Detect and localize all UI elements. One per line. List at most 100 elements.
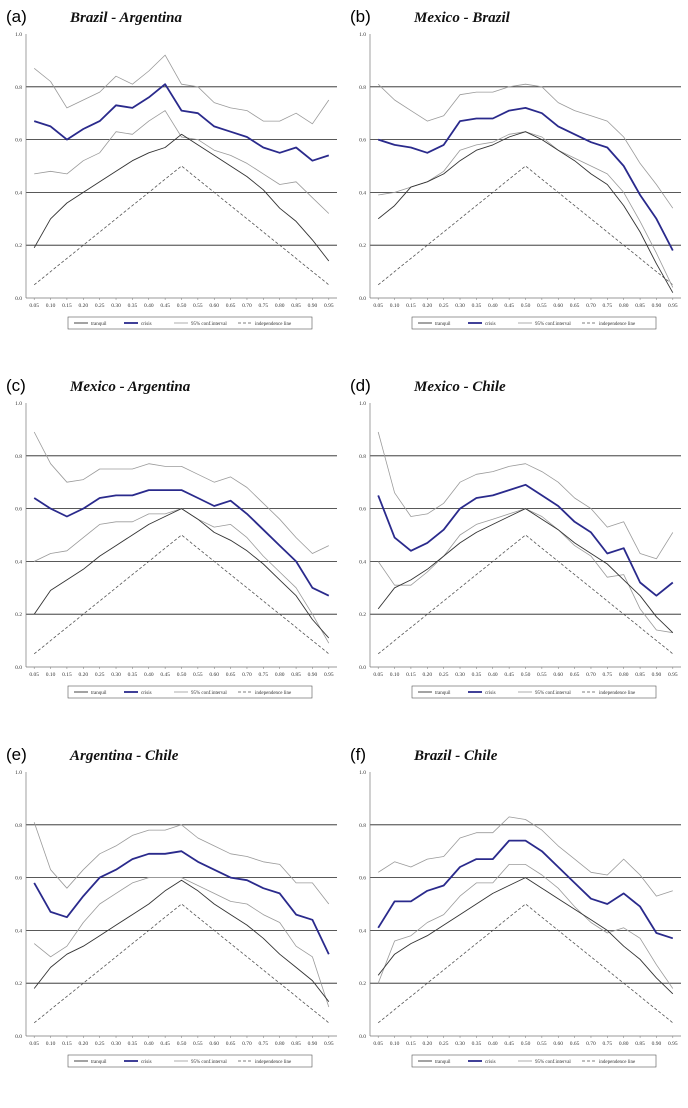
x-tick-label: 0.30 (455, 1041, 465, 1047)
x-tick-label: 0.65 (226, 303, 236, 309)
legend-box (67, 1054, 313, 1068)
legend-label: 95% conf.interval (535, 322, 571, 327)
x-tick-label: 0.25 (95, 672, 105, 678)
x-tick-label: 0.65 (226, 1041, 236, 1047)
independence-line (33, 903, 330, 1024)
y-tick-label: 0.4 (359, 190, 366, 196)
x-tick-label: 0.90 (308, 303, 318, 309)
x-tick-label: 0.75 (259, 1041, 269, 1047)
x-tick-label: 0.95 (324, 1041, 334, 1047)
x-tick-label: 0.15 (62, 303, 72, 309)
y-tick-label: 0.8 (15, 454, 22, 460)
x-tick-label: 0.45 (160, 303, 170, 309)
x-tick-label: 0.80 (275, 303, 285, 309)
x-tick-label: 0.90 (652, 303, 662, 309)
x-tick-label: 0.55 (537, 672, 547, 678)
x-tick-label: 0.95 (324, 672, 334, 678)
panel-label: (f) (350, 745, 366, 764)
x-tick-label: 0.65 (570, 1041, 580, 1047)
chart-svg: (e) Argentina - Chile 0.0 0.2 0.4 0.6 0.8 1.0 0.… (6, 745, 337, 1068)
x-tick-label: 0.05 (373, 1041, 383, 1047)
ci-upper-line (377, 431, 674, 560)
legend-box (67, 685, 313, 699)
x-tick-label: 0.15 (406, 672, 416, 678)
x-tick-label: 0.70 (242, 1041, 252, 1047)
legend-label: 95% conf.interval (535, 1060, 571, 1065)
x-tick-label: 0.35 (128, 303, 138, 309)
x-tick-label: 0.35 (472, 672, 482, 678)
x-tick-label: 0.20 (78, 1041, 88, 1047)
x-tick-label: 0.05 (29, 1041, 39, 1047)
chart-title: Mexico - Argentina (69, 379, 191, 395)
x-tick-label: 0.80 (275, 672, 285, 678)
x-tick-label: 0.70 (586, 672, 596, 678)
x-tick-label: 0.65 (570, 672, 580, 678)
legend-label: crisis (485, 1060, 496, 1065)
x-tick-label: 0.60 (209, 672, 219, 678)
legend-label: independence line (255, 691, 292, 696)
x-tick-label: 0.05 (29, 672, 39, 678)
y-tick-label: 0.2 (15, 981, 22, 987)
x-tick-label: 0.30 (455, 672, 465, 678)
chart-panel-c: (c) Mexico - Argentina 0.0 0.2 0.4 0.6 0.8 1.0 0… (0, 369, 344, 738)
x-tick-label: 0.50 (521, 672, 531, 678)
x-tick-label: 0.10 (46, 1041, 56, 1047)
x-tick-label: 0.30 (111, 303, 121, 309)
x-tick-label: 0.40 (488, 672, 498, 678)
crisis-line (33, 489, 330, 597)
ci-upper-line (377, 83, 674, 209)
panel-label: (a) (6, 7, 27, 26)
x-tick-label: 0.60 (209, 303, 219, 309)
independence-line (377, 534, 674, 655)
tranquil-line (377, 508, 674, 634)
x-tick-label: 0.95 (668, 303, 678, 309)
x-tick-label: 0.80 (619, 303, 629, 309)
x-tick-label: 0.70 (242, 303, 252, 309)
x-tick-label: 0.75 (259, 303, 269, 309)
ci-upper-line (33, 54, 330, 125)
panel-label: (d) (350, 376, 371, 395)
y-tick-label: 0.6 (15, 876, 22, 882)
x-tick-label: 0.15 (406, 1041, 416, 1047)
x-tick-label: 0.60 (553, 303, 563, 309)
x-tick-label: 0.10 (46, 672, 56, 678)
x-tick-label: 0.40 (488, 303, 498, 309)
x-tick-label: 0.85 (291, 303, 301, 309)
ci-lower-line (34, 508, 330, 644)
chart-title: Mexico - Chile (413, 379, 506, 395)
y-tick-label: 0.8 (359, 823, 366, 829)
x-tick-label: 0.75 (603, 303, 613, 309)
y-tick-label: 0.8 (359, 85, 366, 91)
x-tick-label: 0.90 (652, 1041, 662, 1047)
x-tick-label: 0.80 (275, 1041, 285, 1047)
x-tick-label: 0.40 (488, 1041, 498, 1047)
tranquil-line (33, 508, 330, 639)
x-tick-label: 0.10 (390, 1041, 400, 1047)
legend-label: 95% conf.interval (535, 691, 571, 696)
ci-upper-line (33, 431, 329, 554)
ci-upper-line (377, 816, 673, 897)
x-tick-label: 0.80 (619, 1041, 629, 1047)
x-tick-label: 0.10 (390, 672, 400, 678)
x-tick-label: 0.85 (635, 303, 645, 309)
x-tick-label: 0.35 (128, 1041, 138, 1047)
x-tick-label: 0.55 (537, 1041, 547, 1047)
x-tick-label: 0.75 (259, 672, 269, 678)
y-tick-label: 0.0 (15, 296, 22, 302)
legend-label: independence line (599, 1060, 636, 1065)
legend-label: crisis (485, 691, 496, 696)
legend-label: 95% conf.interval (191, 1060, 227, 1065)
x-tick-label: 0.90 (308, 672, 318, 678)
y-tick-label: 0.4 (359, 559, 366, 565)
x-tick-label: 0.25 (439, 1041, 449, 1047)
chart-svg: (b) Mexico - Brazil 0.0 0.2 0.4 0.6 0.8 1.0 0.05… (350, 7, 681, 330)
x-tick-label: 0.80 (619, 672, 629, 678)
x-tick-label: 0.60 (553, 1041, 563, 1047)
y-tick-label: 1.0 (359, 401, 366, 407)
x-tick-label: 0.70 (586, 1041, 596, 1047)
tranquil-line (33, 133, 330, 262)
y-tick-label: 0.6 (359, 138, 366, 144)
x-tick-label: 0.55 (537, 303, 547, 309)
legend-label: tranquil (91, 1060, 107, 1065)
x-tick-label: 0.55 (193, 303, 203, 309)
